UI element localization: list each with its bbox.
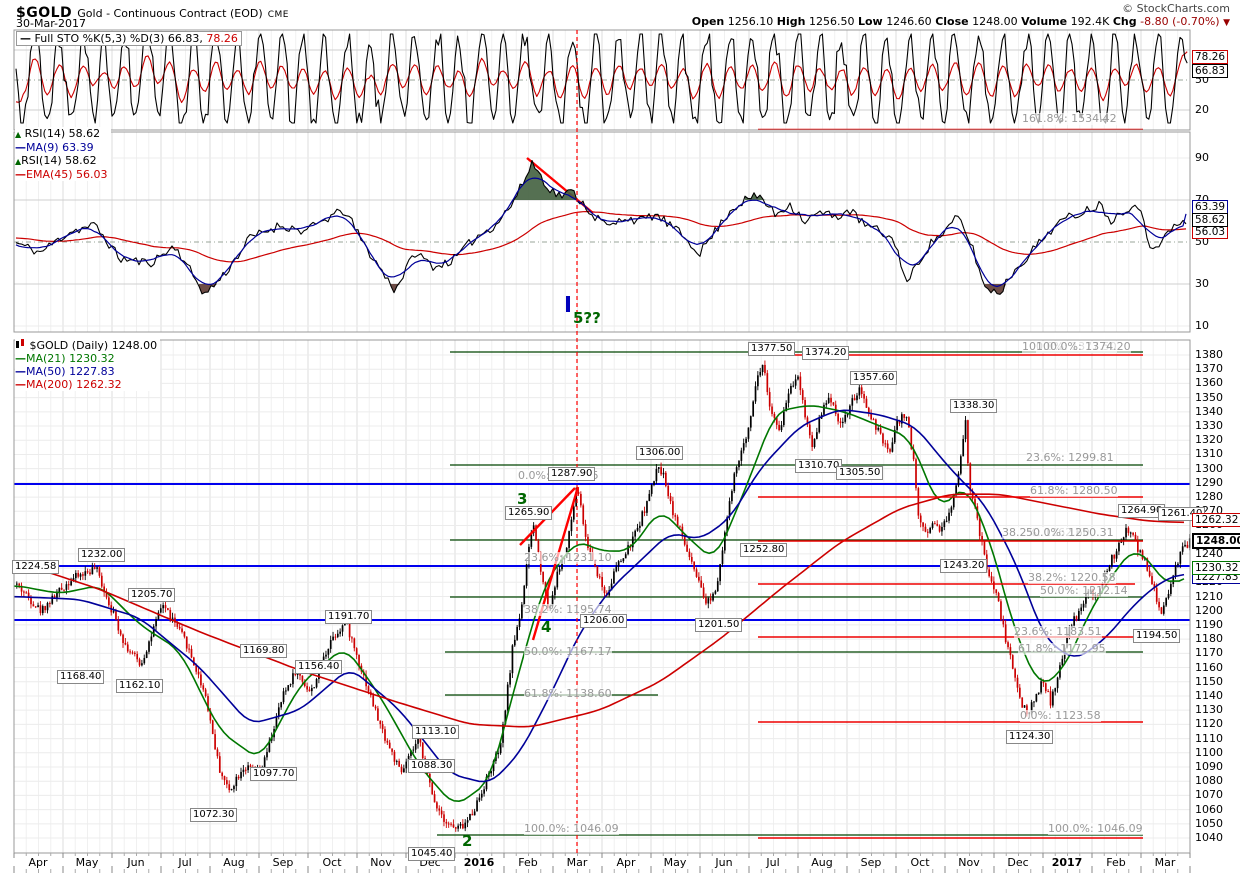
line-swatch-icon: — — [15, 352, 26, 365]
volume-value: 192.4K — [1070, 15, 1110, 28]
copyright-label: © StockCharts.com — [1122, 2, 1230, 15]
close-value: 1248.00 — [972, 15, 1018, 28]
candlestick-icon — [16, 339, 24, 348]
line-swatch-icon: — — [15, 365, 26, 378]
exchange-label: CME — [267, 10, 289, 20]
stochastic-legend-label: Full STO %K(5,3) %D(3) — [34, 32, 165, 45]
ma21-row: —MA(21) 1230.32 — [15, 352, 118, 365]
line-swatch-icon: — — [15, 141, 26, 154]
close-label: Close — [935, 15, 969, 28]
rsi-ema45-row: —EMA(45) 56.03 — [15, 168, 111, 181]
chart-title: $GOLD Gold - Continuous Contract (EOD) C… — [16, 2, 289, 21]
line-swatch-icon: — — [20, 32, 31, 45]
rsi-area-icon: ▲ — [15, 157, 22, 166]
ticker-symbol: $GOLD — [16, 5, 73, 21]
rsi-legend: ▲ RSI(14) 58.62 —MA(9) 63.39 ▲RSI(14) 58… — [15, 127, 111, 181]
change-label: Chg — [1112, 15, 1137, 28]
instrument-description: Gold - Continuous Contract (EOD) — [77, 7, 263, 20]
change-down-triangle-icon: ▼ — [1223, 18, 1230, 28]
ma200-row: —MA(200) 1262.32 — [15, 378, 125, 391]
rsi-area-icon: ▲ — [15, 130, 22, 139]
open-value: 1256.10 — [727, 15, 774, 28]
low-label: Low — [857, 15, 883, 28]
rsi-title: RSI(14) 58.62 — [24, 127, 101, 140]
high-value: 1256.50 — [808, 15, 855, 28]
rsi-ma9-row: —MA(9) 63.39 — [15, 141, 97, 154]
rsi-ma9-label: MA(9) 63.39 — [26, 141, 94, 154]
ma200-label: MA(200) 1262.32 — [26, 378, 122, 391]
rsi-legend-title-row: ▲ RSI(14) 58.62 — [15, 127, 104, 141]
ohlc-quote-bar: Open 1256.10 High 1256.50 Low 1246.60 Cl… — [692, 15, 1230, 28]
line-swatch-icon: — — [15, 378, 26, 391]
price-title: $GOLD (Daily) 1248.00 — [29, 339, 158, 352]
rsi-ema45-label: EMA(45) 56.03 — [26, 168, 108, 181]
ma21-label: MA(21) 1230.32 — [26, 352, 115, 365]
low-value: 1246.60 — [886, 15, 932, 28]
stochastic-d-value: 78.26 — [206, 32, 238, 45]
price-legend: $GOLD (Daily) 1248.00 —MA(21) 1230.32 —M… — [15, 339, 161, 391]
volume-label: Volume — [1021, 15, 1068, 28]
chart-date: 30-Mar-2017 — [16, 17, 86, 30]
rsi-series-label: RSI(14) 58.62 — [21, 154, 97, 167]
stochastic-legend: — Full STO %K(5,3) %D(3) 66.83, 78.26 — [16, 31, 242, 46]
stochastic-k-value: 66.83, — [167, 32, 203, 45]
line-swatch-icon: — — [15, 168, 26, 181]
price-legend-title-row: $GOLD (Daily) 1248.00 — [15, 339, 161, 352]
ma50-label: MA(50) 1227.83 — [26, 365, 115, 378]
high-label: High — [776, 15, 806, 28]
change-value: -8.80 (-0.70%) — [1140, 15, 1220, 28]
open-label: Open — [691, 15, 725, 28]
ma50-row: —MA(50) 1227.83 — [15, 365, 118, 378]
rsi-series-row: ▲RSI(14) 58.62 — [15, 154, 100, 168]
